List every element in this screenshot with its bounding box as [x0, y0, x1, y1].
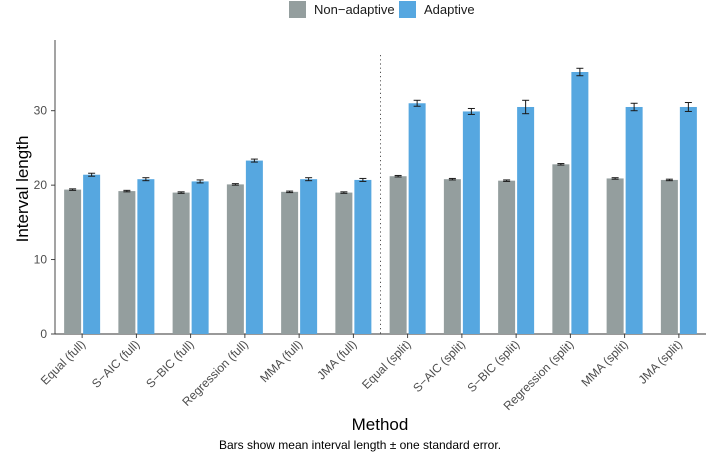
- error-bar-non-adaptive-jma-split: [665, 178, 673, 182]
- error-bar-non-adaptive-regression-full: [231, 183, 239, 186]
- y-tick-labels: 0 10 20 30: [34, 104, 48, 341]
- bar-adaptive-s-aic-full: [137, 179, 155, 334]
- bar-adaptive-equal-split: [408, 103, 426, 334]
- error-bar-adaptive-equal-split: [413, 99, 421, 107]
- error-bar-adaptive-equal-full: [88, 172, 96, 177]
- legend-swatch-adaptive: [399, 1, 416, 18]
- bar-non-adaptive-jma-split: [660, 179, 678, 334]
- error-bar-adaptive-s-bic-full: [196, 179, 204, 184]
- error-bar-non-adaptive-regression-split: [557, 163, 565, 166]
- error-bar-adaptive-s-aic-full: [142, 177, 150, 182]
- x-tick-label: MMA (split): [578, 337, 630, 389]
- x-tick-label: S−BIC (split): [464, 337, 522, 395]
- y-tick-label: 0: [40, 327, 47, 341]
- error-bar-non-adaptive-s-bic-split: [503, 179, 511, 182]
- legend-label-non-adaptive: Non−adaptive: [314, 2, 395, 17]
- x-tick-label: JMA (split): [635, 337, 685, 387]
- bar-adaptive-s-aic-split: [462, 111, 480, 335]
- x-tick-label: S−AIC (full): [89, 337, 143, 391]
- error-bar-adaptive-s-aic-split: [467, 107, 475, 115]
- error-bar-non-adaptive-equal-split: [394, 174, 402, 178]
- error-bar-adaptive-jma-split: [684, 102, 692, 112]
- bar-non-adaptive-equal-split: [389, 176, 407, 334]
- bar-non-adaptive-regression-split: [552, 164, 570, 334]
- y-tick-label: 30: [34, 104, 48, 118]
- bar-adaptive-jma-full: [354, 179, 372, 334]
- x-tick-label: JMA (full): [314, 337, 359, 382]
- y-tick-label: 10: [34, 253, 48, 267]
- error-bar-non-adaptive-jma-full: [340, 191, 348, 194]
- bar-adaptive-s-bic-split: [517, 106, 535, 335]
- bar-non-adaptive-regression-full: [226, 184, 244, 334]
- error-bar-adaptive-regression-full: [250, 158, 258, 163]
- bar-adaptive-s-bic-full: [191, 181, 209, 334]
- bars: [64, 72, 697, 335]
- error-bar-adaptive-mma-full: [305, 177, 313, 182]
- bar-non-adaptive-s-bic-split: [498, 180, 516, 334]
- error-bar-non-adaptive-equal-full: [69, 188, 77, 191]
- x-tick-label: MMA (full): [257, 337, 305, 385]
- bar-adaptive-regression-full: [245, 160, 263, 334]
- bar-adaptive-jma-split: [679, 106, 697, 335]
- bar-non-adaptive-s-aic-full: [118, 191, 136, 334]
- x-axis-title: Method: [352, 415, 409, 434]
- x-tick-label: Equal (split): [359, 337, 414, 392]
- legend-label-adaptive: Adaptive: [424, 2, 475, 17]
- y-tick-label: 20: [34, 178, 48, 192]
- error-bar-non-adaptive-s-aic-full: [123, 189, 131, 193]
- bar-adaptive-regression-split: [571, 72, 589, 334]
- error-bar-non-adaptive-s-aic-split: [448, 177, 456, 181]
- axes: [51, 40, 706, 338]
- error-bars: [69, 67, 692, 194]
- error-bar-adaptive-regression-split: [576, 67, 584, 77]
- legend: Non−adaptive Adaptive: [289, 1, 475, 18]
- error-bar-adaptive-s-bic-split: [522, 99, 530, 115]
- bar-adaptive-mma-split: [625, 106, 643, 335]
- bar-non-adaptive-mma-full: [281, 191, 299, 334]
- bar-non-adaptive-s-aic-split: [443, 179, 461, 334]
- chart-caption: Bars show mean interval length ± one sta…: [219, 438, 501, 452]
- bar-adaptive-mma-full: [300, 179, 318, 334]
- bar-non-adaptive-jma-full: [335, 192, 353, 334]
- error-bar-non-adaptive-s-bic-full: [177, 191, 185, 194]
- error-bar-non-adaptive-mma-split: [611, 177, 619, 180]
- x-tick-label: Equal (full): [38, 337, 88, 387]
- bar-non-adaptive-mma-split: [606, 178, 624, 334]
- bar-adaptive-equal-full: [83, 174, 101, 334]
- x-tick-label: S−AIC (split): [410, 337, 468, 395]
- bar-non-adaptive-equal-full: [64, 189, 82, 334]
- y-axis-title: Interval length: [13, 136, 32, 243]
- bar-non-adaptive-s-bic-full: [172, 192, 190, 334]
- x-tick-labels: Equal (full) S−AIC (full) S−BIC (full)Regr…: [38, 337, 685, 413]
- error-bar-non-adaptive-mma-full: [286, 190, 294, 194]
- error-bar-adaptive-jma-full: [359, 177, 367, 182]
- legend-swatch-non-adaptive: [289, 1, 306, 18]
- x-tick-label: S−BIC (full): [143, 337, 197, 391]
- error-bar-adaptive-mma-split: [630, 102, 638, 112]
